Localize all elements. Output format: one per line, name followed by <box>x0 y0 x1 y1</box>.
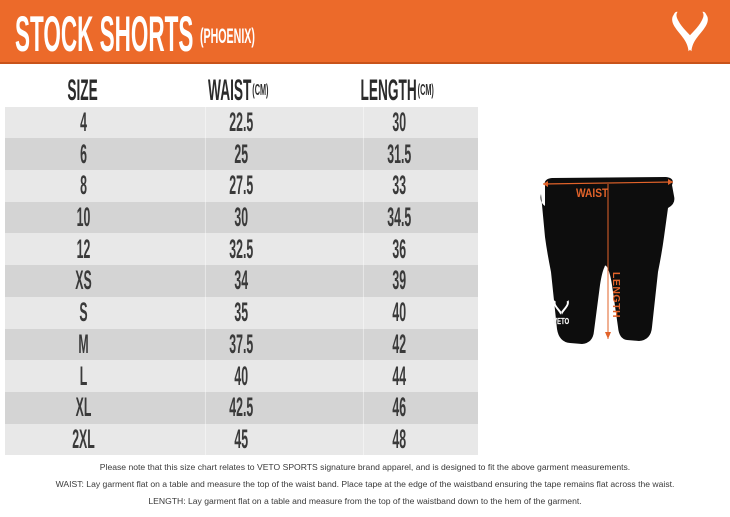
svg-text:WAIST: WAIST <box>576 187 608 200</box>
svg-text:VETO: VETO <box>553 317 569 326</box>
svg-text:LENGTH: LENGTH <box>610 272 622 318</box>
